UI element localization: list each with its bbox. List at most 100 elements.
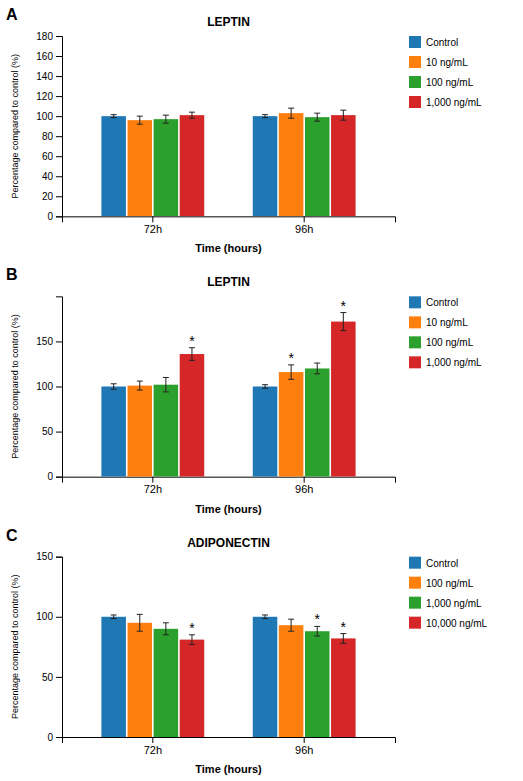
legend-swatch <box>409 356 421 368</box>
tick-label: 20 <box>42 191 54 202</box>
tick-mark <box>56 96 62 97</box>
tick-label: 120 <box>36 91 53 102</box>
error-cap <box>262 388 268 389</box>
axis-line <box>63 477 396 483</box>
bar <box>253 116 278 216</box>
bar <box>305 117 330 216</box>
legend-swatch <box>409 557 421 569</box>
bar <box>154 119 179 216</box>
error-line <box>113 384 114 389</box>
error-line <box>317 363 318 374</box>
error-line <box>343 313 344 331</box>
error-line <box>165 115 166 123</box>
tick-mark <box>56 677 62 678</box>
legend-swatch <box>409 96 421 108</box>
error-cap <box>137 390 143 391</box>
legend-item: Control <box>409 557 458 569</box>
error-cap <box>111 618 117 619</box>
bar <box>180 354 205 477</box>
tick-label: 40 <box>42 171 54 182</box>
tick-label: 0 <box>47 732 53 743</box>
tick-mark <box>56 557 62 558</box>
title: LEPTIN <box>207 275 250 289</box>
bar <box>305 368 330 476</box>
error-line <box>291 108 292 118</box>
legend-item: 1,000 ng/mL <box>409 96 482 108</box>
series <box>128 365 304 477</box>
error-cap <box>288 118 294 119</box>
panel-label: A <box>6 6 18 23</box>
error-cap <box>314 113 320 114</box>
error-cap <box>262 114 268 115</box>
legend-label: 100 ng/mL <box>426 77 474 88</box>
y-tick: 40 <box>42 171 62 182</box>
error-cap <box>111 117 117 118</box>
error-bar <box>137 614 143 631</box>
error-cap <box>288 631 294 632</box>
annotation: * <box>341 619 347 635</box>
error-bar <box>340 313 346 331</box>
legend-label: 10 ng/mL <box>426 57 468 68</box>
error-line <box>165 377 166 391</box>
legend-item: 1,000 ng/mL <box>409 356 482 368</box>
y-axis: 050100150 <box>36 551 62 742</box>
error-cap <box>163 115 169 116</box>
plot: 05010015072h96h***Percentage compared to… <box>10 275 482 514</box>
error-bar <box>314 363 320 374</box>
tick-label: 150 <box>36 336 53 347</box>
legend-swatch <box>409 617 421 629</box>
tick-mark <box>56 617 62 618</box>
annotation: * <box>288 350 294 366</box>
legend-swatch <box>409 76 421 88</box>
legend-label: 100 ng/mL <box>426 337 474 348</box>
legend: Control10 ng/mL100 ng/mL1,000 ng/mL <box>409 296 482 368</box>
bar <box>128 623 153 737</box>
bar <box>154 629 179 737</box>
legend-label: Control <box>426 558 458 569</box>
error-cap <box>314 636 320 637</box>
tick-label: 160 <box>36 51 53 62</box>
legend-item: 1,000 ng/mL <box>409 597 482 609</box>
series <box>101 115 277 217</box>
tick-label: 80 <box>42 131 54 142</box>
bar <box>253 617 278 737</box>
title: LEPTIN <box>207 15 250 29</box>
tick-mark <box>152 477 153 483</box>
error-cap <box>288 108 294 109</box>
axis-line <box>56 557 63 737</box>
y-tick: 100 <box>36 111 62 122</box>
bar <box>128 386 153 477</box>
tick-mark <box>56 116 62 117</box>
error-cap <box>262 618 268 619</box>
x-axis-title: Time (hours) <box>195 503 262 515</box>
error-cap <box>163 634 169 635</box>
tick-mark <box>56 56 62 57</box>
error-cap <box>137 614 143 615</box>
annotation: * <box>189 333 195 349</box>
error-line <box>343 634 344 644</box>
y-tick: 160 <box>36 51 62 62</box>
x-tick: 96h <box>295 216 313 235</box>
legend-label: 10,000 ng/mL <box>426 618 488 629</box>
tick-label: 96h <box>295 483 313 495</box>
bar <box>279 372 304 477</box>
error-bar <box>163 377 169 391</box>
series <box>180 634 356 737</box>
error-cap <box>189 360 195 361</box>
bar <box>154 385 179 477</box>
tick-label: 140 <box>36 71 53 82</box>
error-cap <box>137 124 143 125</box>
error-cap <box>163 391 169 392</box>
error-cap <box>189 112 195 113</box>
error-bar <box>314 626 320 636</box>
legend-item: Control <box>409 36 458 48</box>
error-line <box>139 381 140 390</box>
legend: Control 10 ng/mL 100 ng/mL 1,000 ng/mL <box>409 36 482 108</box>
y-tick: 0 <box>47 471 62 482</box>
y-tick: 0 <box>47 211 62 222</box>
legend-label: 100 ng/mL <box>426 578 474 589</box>
error-line <box>291 365 292 379</box>
error-line <box>191 635 192 645</box>
legend-label: Control <box>426 37 458 48</box>
error-cap <box>340 330 346 331</box>
